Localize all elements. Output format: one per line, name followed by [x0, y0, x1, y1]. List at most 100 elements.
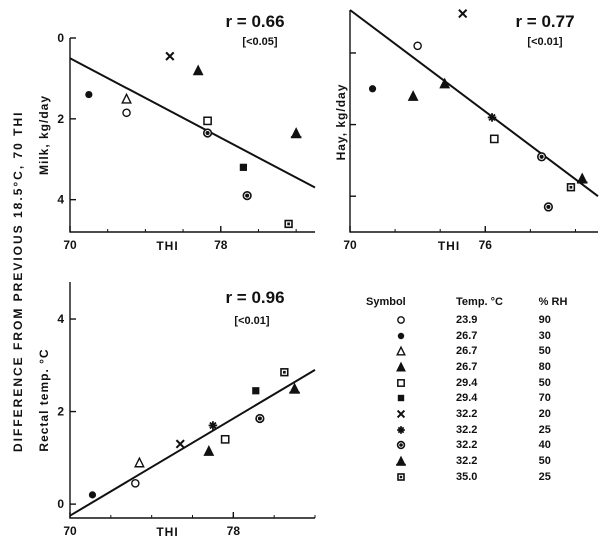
marker-open-circle — [397, 315, 405, 324]
legend-marker-star — [397, 425, 405, 434]
legend-temp: 23.9 — [456, 313, 478, 326]
panel-3: 70 78 0 2 4 THI Rectal temp. °C r = 0.96 [<0.01] — [37, 282, 316, 539]
marker-half-triangle — [396, 455, 406, 466]
data-point-filled-triangle — [407, 90, 419, 101]
data-point-star — [487, 113, 497, 122]
legend-temp: 26.7 — [456, 345, 478, 358]
data-point-half-triangle — [576, 172, 588, 184]
legend-rh: 90 — [538, 313, 551, 326]
legend-row: 32.2 25 — [366, 422, 596, 438]
significance-label: [<0.05] — [242, 36, 277, 48]
legend-marker-cross — [396, 409, 406, 419]
legend-rh: 40 — [538, 439, 551, 452]
marker-filled-triangle — [396, 361, 406, 372]
legend-row: 29.4 70 — [366, 390, 596, 406]
data-point-filled-triangle — [203, 445, 215, 456]
data-point-half-circle — [255, 413, 265, 424]
legend-marker-half-triangle — [396, 455, 406, 466]
legend-symbol — [366, 422, 436, 438]
y-tick-label: 4 — [57, 312, 64, 326]
data-point-star — [208, 421, 218, 430]
data-point-half-circle — [202, 128, 213, 138]
y-axis-label: Rectal temp. °C — [37, 348, 51, 451]
legend-rh: 50 — [538, 455, 551, 468]
legend-row: 35.0 25 — [366, 469, 596, 485]
data-point-open-circle — [122, 108, 131, 118]
data-point-cross — [175, 439, 185, 449]
legend-symbol — [366, 453, 436, 469]
y-tick-label: 0 — [57, 31, 64, 45]
legend-row: 26.7 30 — [366, 328, 596, 344]
legend-marker-open-circle — [397, 315, 405, 324]
panel-2: 70 76 THI Hay, kg/day r = 0.77 [<0.01] — [334, 9, 599, 253]
data-point-open-triangle — [134, 456, 145, 468]
data-point-open-circle — [413, 41, 422, 51]
legend-rh: 25 — [538, 423, 551, 436]
significance-label: [<0.01] — [527, 36, 562, 48]
axes-frame — [69, 282, 315, 519]
correlation-label: r = 0.96 — [225, 288, 284, 307]
data-point-filled-triangle — [192, 64, 204, 76]
legend-marker-half-circle — [396, 441, 406, 450]
data-point-filled-circle — [368, 85, 377, 93]
x-axis-label: THI — [156, 525, 178, 539]
regression-line — [349, 9, 599, 197]
legend-rh: 30 — [538, 329, 551, 342]
panel-1: 70 78 0 2 4 THI Milk, kg/day r = 0.66 [<0.05] — [37, 12, 316, 253]
data-point-filled-triangle — [439, 77, 451, 89]
legend-symbol — [366, 359, 436, 375]
legend-marker-small-square — [397, 472, 405, 481]
legend-marker-open-square — [397, 378, 405, 387]
legend-symbol — [366, 343, 436, 359]
regression-line — [69, 57, 316, 189]
legend-marker-filled-triangle — [396, 361, 406, 372]
data-point-half-triangle — [290, 127, 302, 139]
x-tick-label: 78 — [227, 524, 241, 538]
legend-row: 23.9 90 — [366, 312, 596, 328]
legend-header-symbol: Symbol — [366, 296, 406, 308]
legend-temp: 26.7 — [456, 329, 478, 342]
legend-temp: 35.0 — [456, 470, 478, 483]
marker-open-triangle — [396, 345, 406, 356]
legend-symbol — [366, 406, 436, 422]
data-point-filled-square — [252, 387, 260, 395]
data-point-small-square — [284, 219, 293, 229]
x-axis-label: THI — [156, 239, 178, 253]
legend-symbol — [366, 469, 436, 485]
legend-row: 32.2 50 — [366, 453, 596, 469]
data-point-open-square — [203, 116, 212, 126]
legend-row: 26.7 50 — [366, 343, 596, 359]
x-tick-label: 70 — [63, 524, 77, 538]
marker-filled-square — [397, 395, 405, 402]
legend-marker-filled-circle — [397, 332, 405, 339]
legend-temp: 32.2 — [456, 407, 478, 420]
correlation-label: r = 0.77 — [515, 12, 574, 31]
y-axis-label: Hay, kg/day — [334, 84, 348, 161]
regression-line — [69, 369, 316, 517]
data-point-cross — [458, 9, 468, 19]
x-tick-label: 70 — [63, 238, 77, 252]
legend-marker-open-triangle — [396, 345, 406, 356]
data-point-filled-circle — [88, 491, 97, 499]
data-point-small-square — [566, 183, 576, 192]
x-axis-label: THI — [438, 239, 460, 253]
legend-temp: 32.2 — [456, 455, 478, 468]
data-point-half-triangle — [289, 382, 300, 394]
data-point-filled-square — [239, 163, 247, 171]
legend-rh: 80 — [538, 360, 551, 373]
y-axis-label: Milk, kg/day — [37, 95, 51, 175]
y-tick-label: 4 — [57, 193, 64, 207]
marker-open-square — [397, 378, 405, 387]
legend-rh: 25 — [538, 470, 551, 483]
legend: Symbol Temp. °C % RH 23.9 90 26.7 30 26.7 50 2… — [366, 296, 596, 485]
marker-cross — [396, 409, 406, 419]
legend-temp: 26.7 — [456, 360, 478, 373]
legend-row: 32.2 20 — [366, 406, 596, 422]
data-point-half-circle — [537, 152, 547, 162]
legend-header-row: Symbol Temp. °C % RH — [366, 296, 596, 312]
legend-header-rh: % RH — [538, 296, 568, 308]
marker-half-circle — [396, 441, 406, 450]
marker-star — [397, 425, 405, 434]
significance-label: [<0.01] — [234, 315, 269, 327]
